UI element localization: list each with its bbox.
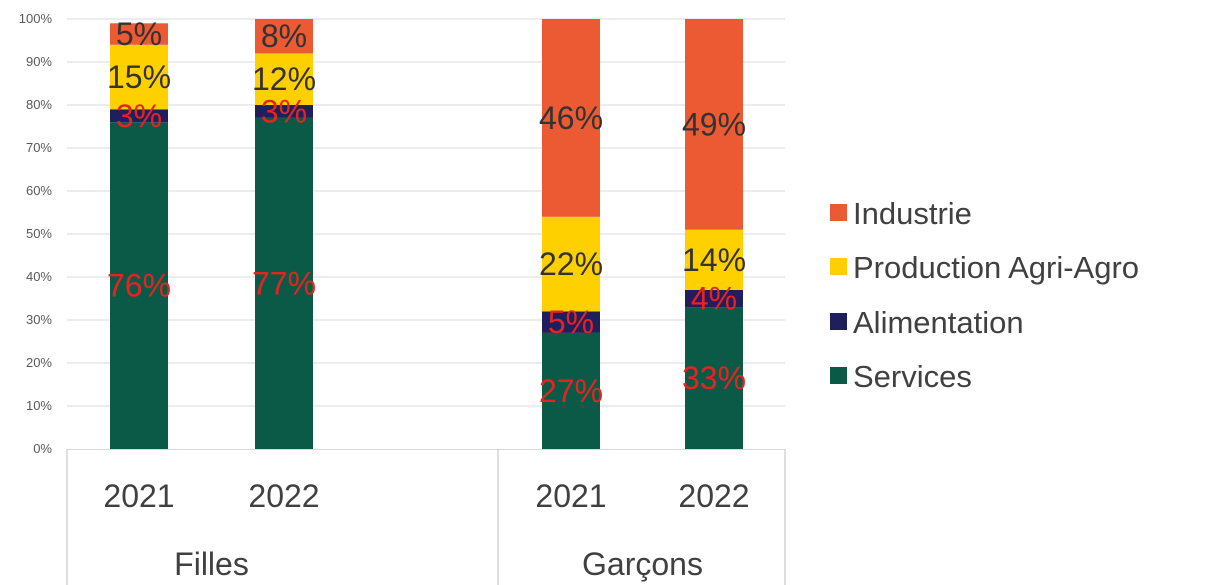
gridlines — [67, 18, 785, 407]
legend-label: Industrie — [853, 196, 972, 231]
y-tick-label: 20% — [26, 355, 52, 370]
data-label: 27% — [539, 373, 603, 409]
y-tick-label: 10% — [26, 398, 52, 413]
legend-label: Production Agri-Agro — [853, 250, 1139, 285]
legend-swatch — [830, 313, 847, 330]
bar-segment — [542, 19, 600, 217]
bar-segment — [542, 332, 600, 449]
data-label: 5% — [116, 16, 162, 52]
data-labels: 76%3%15%5%77%3%12%8%27%5%22%46%33%4%14%4… — [107, 16, 746, 409]
data-label: 14% — [682, 242, 746, 278]
bar-segment — [255, 117, 313, 450]
legend-swatch — [830, 204, 847, 221]
data-label: 12% — [252, 61, 316, 97]
legend-label: Services — [853, 359, 972, 394]
y-tick-label: 50% — [26, 226, 52, 241]
bar-segment — [110, 23, 168, 45]
data-label: 3% — [261, 93, 307, 129]
legend-label: Alimentation — [853, 305, 1024, 340]
data-label: 5% — [548, 304, 594, 340]
y-tick-label: 30% — [26, 312, 52, 327]
legend-swatch — [830, 367, 847, 384]
bar-segment — [110, 109, 168, 123]
legend-swatch — [830, 258, 847, 275]
bar-segment — [110, 44, 168, 110]
y-tick-label: 80% — [26, 97, 52, 112]
bar-segment — [255, 53, 313, 105]
x-category-label: 2022 — [248, 478, 319, 514]
x-group-label: Garçons — [582, 546, 703, 582]
data-label: 33% — [682, 360, 746, 396]
legend: Industrie Production Agri-Agro Alimentatio… — [830, 196, 1139, 394]
y-tick-label: 0% — [33, 441, 52, 456]
y-tick-label: 40% — [26, 269, 52, 284]
bar-segment — [542, 216, 600, 312]
x-category-label: 2021 — [535, 478, 606, 514]
y-tick-label: 60% — [26, 183, 52, 198]
data-label: 76% — [107, 268, 171, 304]
data-label: 3% — [116, 98, 162, 134]
data-label: 8% — [261, 18, 307, 54]
bar-segment — [685, 19, 743, 230]
bar-segment — [110, 122, 168, 449]
x-category-label: 2022 — [678, 478, 749, 514]
data-label: 46% — [539, 100, 603, 136]
y-axis: 0% 10% 20% 30% 40% 50% 60% 70% 80% 90% 100% — [19, 11, 53, 456]
data-label: 77% — [252, 265, 316, 301]
data-label: 15% — [107, 59, 171, 95]
data-label: 22% — [539, 246, 603, 282]
bar-segment — [255, 19, 313, 54]
bar-segment — [685, 307, 743, 449]
data-label: 49% — [682, 106, 746, 142]
bar-segment — [685, 289, 743, 308]
data-label: 4% — [691, 281, 737, 317]
y-tick-label: 70% — [26, 140, 52, 155]
y-tick-label: 100% — [19, 11, 53, 26]
x-axis: 2021 2022 2021 2022 Filles Garçons — [66, 449, 786, 585]
y-tick-label: 90% — [26, 54, 52, 69]
bar-segment — [255, 105, 313, 118]
x-group-label: Filles — [174, 546, 249, 582]
x-category-label: 2021 — [103, 478, 174, 514]
bars — [110, 19, 743, 450]
bar-segment — [685, 229, 743, 290]
bar-segment — [542, 311, 600, 333]
